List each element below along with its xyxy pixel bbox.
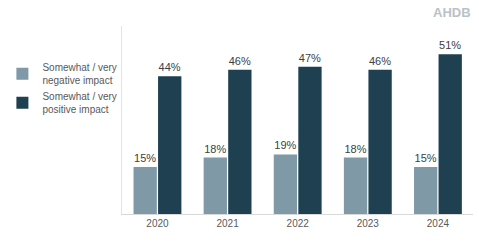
svg-text:15%: 15% xyxy=(134,152,156,164)
svg-text:2021: 2021 xyxy=(216,218,239,229)
svg-text:2022: 2022 xyxy=(287,218,310,229)
svg-text:AHDB: AHDB xyxy=(433,5,471,20)
svg-text:51%: 51% xyxy=(439,39,461,51)
svg-text:Somewhat / verynegative impact: Somewhat / verynegative impact xyxy=(42,62,116,86)
svg-text:2024: 2024 xyxy=(427,218,450,229)
svg-text:47%: 47% xyxy=(299,52,321,64)
svg-text:18%: 18% xyxy=(204,143,226,155)
svg-text:2023: 2023 xyxy=(357,218,380,229)
svg-text:46%: 46% xyxy=(229,55,251,67)
svg-text:2020: 2020 xyxy=(146,218,169,229)
svg-text:Somewhat / verypositive impact: Somewhat / verypositive impact xyxy=(42,91,116,115)
svg-text:15%: 15% xyxy=(415,152,437,164)
svg-text:46%: 46% xyxy=(369,55,391,67)
svg-text:18%: 18% xyxy=(344,143,366,155)
svg-text:44%: 44% xyxy=(159,61,181,73)
svg-text:19%: 19% xyxy=(274,139,296,151)
